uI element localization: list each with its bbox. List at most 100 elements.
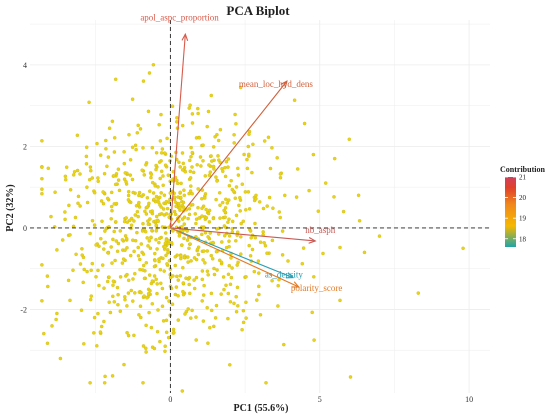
data-point <box>188 291 192 296</box>
data-point <box>118 309 123 313</box>
data-point <box>174 285 179 289</box>
data-point <box>185 238 190 242</box>
data-point <box>201 293 206 297</box>
data-point <box>461 246 465 251</box>
data-point <box>217 191 222 195</box>
data-point <box>154 194 159 199</box>
data-point <box>280 253 285 257</box>
data-point <box>142 173 147 177</box>
data-point <box>102 247 106 251</box>
data-point <box>207 163 211 167</box>
data-point <box>89 294 94 298</box>
data-point <box>128 158 133 162</box>
data-point <box>162 193 167 197</box>
data-point <box>74 252 78 257</box>
data-point <box>89 168 93 173</box>
data-point <box>173 263 178 268</box>
data-point <box>114 201 119 206</box>
data-point <box>187 282 191 287</box>
data-point <box>200 206 204 211</box>
data-point <box>165 136 169 141</box>
data-point <box>147 239 152 243</box>
data-point <box>204 207 208 212</box>
data-point <box>166 335 171 340</box>
data-point <box>149 175 153 180</box>
data-point <box>113 77 118 82</box>
data-point <box>158 176 162 181</box>
data-point <box>156 219 161 224</box>
data-point <box>292 98 297 102</box>
data-point <box>46 166 51 171</box>
data-point <box>123 297 127 302</box>
data-point <box>227 183 232 188</box>
data-point <box>187 275 192 280</box>
data-point <box>196 111 200 116</box>
data-point <box>193 212 198 216</box>
data-point <box>130 97 135 101</box>
data-point <box>241 308 246 313</box>
data-point <box>97 283 101 288</box>
data-point <box>203 174 208 178</box>
data-point <box>160 304 165 308</box>
data-point <box>202 283 206 288</box>
data-point <box>357 219 362 223</box>
data-point <box>179 243 184 247</box>
data-point <box>332 195 336 199</box>
data-point <box>163 231 168 235</box>
data-point <box>196 106 200 111</box>
data-point <box>244 275 248 279</box>
data-point <box>131 190 135 195</box>
data-point <box>111 283 115 287</box>
data-point <box>312 275 316 279</box>
data-point <box>40 263 44 267</box>
data-point <box>223 210 228 214</box>
data-point <box>115 285 120 290</box>
data-point <box>132 219 136 223</box>
data-point <box>144 163 148 167</box>
data-point <box>261 206 266 211</box>
data-point <box>116 241 121 246</box>
data-point <box>211 145 216 149</box>
data-point <box>175 181 180 186</box>
data-point <box>206 235 210 239</box>
data-point <box>150 302 155 306</box>
data-point <box>200 299 204 303</box>
data-point <box>265 204 269 208</box>
data-point <box>111 174 116 178</box>
data-point <box>163 163 168 167</box>
data-point <box>102 171 107 176</box>
loading-vectors: apol_aspc_proportion mean_loc_hyd_dens nb_… <box>140 12 342 293</box>
data-point <box>116 302 120 307</box>
data-point <box>211 216 216 221</box>
data-point <box>120 261 125 265</box>
data-point <box>163 344 167 348</box>
data-point <box>236 166 240 171</box>
data-point <box>181 289 185 294</box>
data-point <box>186 255 190 259</box>
data-point <box>201 258 205 262</box>
data-point <box>168 197 172 202</box>
data-point <box>75 168 80 173</box>
data-point <box>71 268 75 272</box>
data-point <box>121 257 126 261</box>
data-point <box>71 173 76 177</box>
data-point <box>124 179 128 184</box>
vector-label-mean_loc_hyd_dens: mean_loc_hyd_dens <box>239 79 313 89</box>
data-point <box>180 168 185 172</box>
data-point <box>94 243 98 247</box>
data-point <box>88 297 93 302</box>
data-point <box>377 234 382 238</box>
legend-title: Contribution <box>500 165 545 174</box>
data-point <box>282 342 286 347</box>
data-point <box>103 240 108 245</box>
data-point <box>235 263 239 267</box>
data-point <box>186 216 190 221</box>
vector-label-apol_aspc_proportion: apol_aspc_proportion <box>140 12 219 22</box>
data-point <box>106 251 111 255</box>
data-point <box>148 288 152 293</box>
data-point <box>227 239 231 243</box>
data-point <box>102 319 106 324</box>
data-point <box>88 381 92 385</box>
data-point <box>131 238 135 242</box>
data-point <box>200 232 204 237</box>
